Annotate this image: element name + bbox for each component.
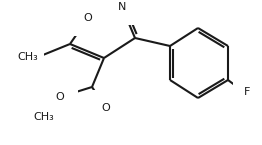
Text: N: N: [118, 2, 126, 12]
Text: O: O: [56, 92, 64, 102]
Text: F: F: [244, 87, 250, 97]
Text: O: O: [102, 103, 110, 113]
Text: CH₃: CH₃: [34, 112, 54, 122]
Text: O: O: [84, 13, 92, 23]
Text: CH₃: CH₃: [17, 52, 38, 62]
